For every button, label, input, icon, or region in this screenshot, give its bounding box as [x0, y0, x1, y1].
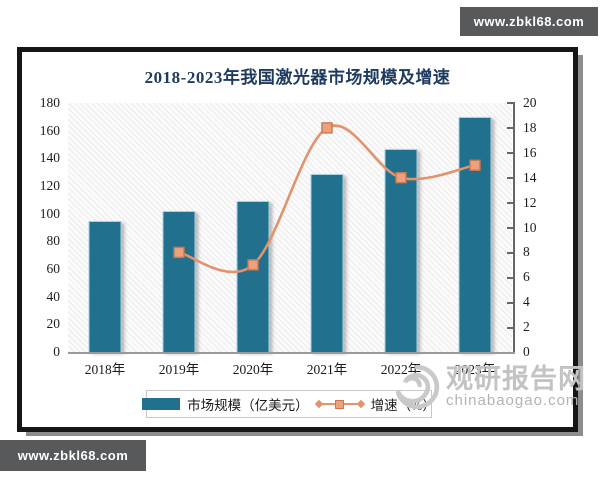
chart-frame: 2018-2023年我国激光器市场规模及增速 0 20 40 60 80 100 120 14…: [17, 47, 585, 432]
legend-item-growth: 增速（%）: [370, 398, 436, 413]
legend-line-swatch-icon: [314, 399, 365, 410]
right-axis-tick: [507, 327, 515, 329]
x-axis: [68, 352, 515, 354]
right-axis-tick: [507, 227, 515, 229]
right-axis-tick: [507, 152, 515, 154]
legend-bar-swatch-icon: [142, 398, 181, 410]
chart-title: 2018-2023年我国激光器市场规模及增速: [144, 68, 451, 87]
site-badge-bottom: www.zbkl68.com: [0, 440, 146, 471]
right-axis-tick-label: 2: [523, 319, 530, 335]
right-axis-labels: 0 2 4 6 8 10 12 14 16 18 20: [523, 95, 563, 359]
x-axis-label: 2021年: [306, 362, 348, 377]
left-axis-tick-label: 160: [39, 122, 60, 138]
growth-marker: [395, 171, 407, 184]
right-axis-tick: [507, 252, 515, 254]
left-axis-tick-label: 60: [46, 261, 61, 277]
right-axis-tick: [507, 127, 515, 129]
bars-layer: [68, 103, 512, 352]
right-axis-tick-label: 16: [523, 144, 537, 160]
legend-line-marker-icon: [335, 399, 345, 409]
growth-marker: [469, 159, 481, 171]
right-axis-tick-label: 8: [523, 244, 530, 260]
right-axis-tick: [507, 202, 515, 204]
left-axis-tick-label: 0: [53, 344, 60, 359]
plot-area: [68, 103, 512, 352]
legend-line-end-icon: [356, 399, 365, 409]
brand-site: chinabaogao.com: [446, 392, 580, 410]
right-axis-tick: [507, 177, 515, 179]
x-axis-label: 2020年: [232, 362, 274, 377]
right-axis-tick-label: 12: [523, 194, 537, 210]
bar: [162, 210, 196, 352]
site-badge-top: www.zbkl68.com: [460, 7, 598, 36]
x-axis-label: 2018年: [84, 362, 126, 377]
right-axis-tick: [507, 302, 515, 304]
left-axis-tick-label: 140: [39, 150, 60, 166]
bar: [310, 173, 344, 352]
left-axis-tick-label: 180: [39, 95, 60, 110]
left-axis-tick-label: 40: [46, 288, 61, 304]
right-axis-tick-label: 0: [523, 344, 530, 359]
left-axis-tick-label: 120: [39, 178, 60, 194]
right-axis-tick-label: 10: [523, 219, 537, 235]
right-axis-tick: [507, 102, 515, 104]
growth-marker: [247, 259, 259, 271]
legend-line-end-icon: [314, 399, 323, 409]
bar: [236, 201, 270, 352]
bar: [384, 148, 418, 352]
growth-line: [178, 124, 476, 274]
legend-item-market-size: 市场规模（亿美元）: [187, 398, 309, 413]
right-axis-tick-label: 20: [523, 95, 537, 110]
left-axis: 0 20 40 60 80 100 120 140 160 180: [22, 95, 61, 359]
x-axis-label: 2023年: [454, 362, 496, 377]
x-axis-label: 2019年: [158, 362, 200, 377]
growth-line-chart: [173, 122, 481, 274]
left-axis-tick-label: 80: [46, 233, 61, 249]
growth-marker: [321, 122, 333, 134]
legend: 市场规模（亿美元） 增速（%）: [142, 390, 436, 418]
left-axis-tick-label: 100: [39, 205, 60, 221]
right-axis-tick-label: 18: [523, 119, 537, 135]
bar: [88, 220, 122, 352]
left-axis-tick-label: 20: [46, 316, 61, 332]
growth-marker: [173, 246, 185, 259]
right-axis-tick-label: 14: [523, 169, 537, 185]
x-axis-label: 2022年: [380, 362, 422, 377]
right-axis-tick-label: 4: [523, 294, 530, 310]
right-axis-tick-label: 6: [523, 269, 530, 285]
bar: [458, 116, 492, 352]
right-axis: [507, 102, 515, 354]
x-axis-labels: 2018年 2019年 2020年 2021年 2022年 2023年: [68, 358, 512, 378]
right-axis-tick: [507, 277, 515, 279]
